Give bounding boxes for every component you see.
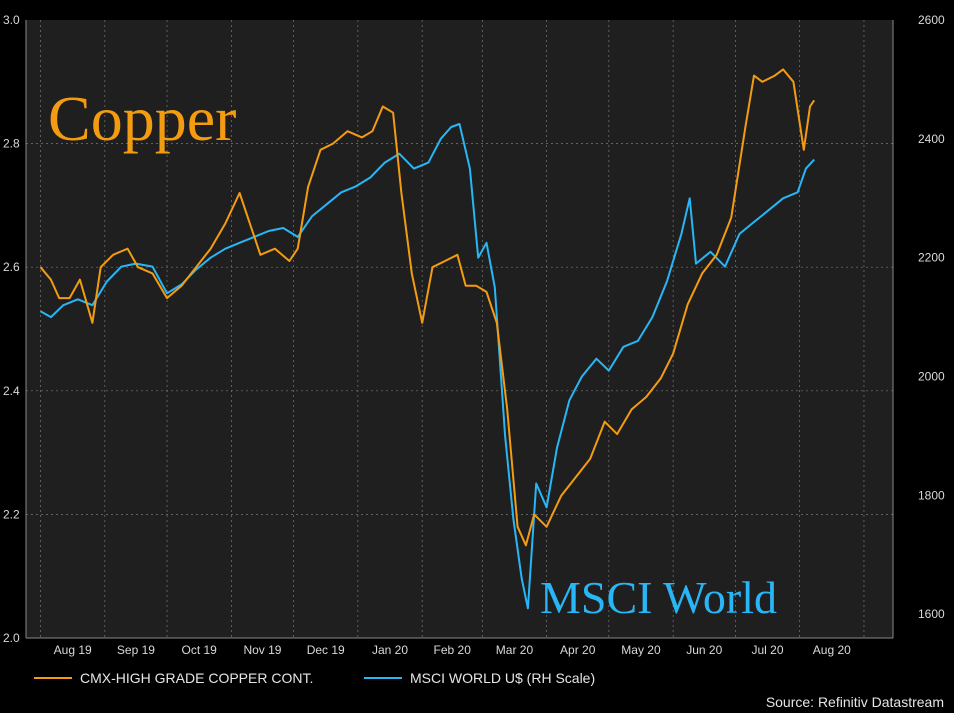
left-tick-label: 2.0	[3, 631, 20, 645]
x-tick-label: Jan 20	[372, 643, 408, 657]
x-tick-label: Jun 20	[686, 643, 722, 657]
msci-world-annotation: MSCI World	[540, 572, 777, 623]
x-tick-label: Aug 19	[54, 643, 92, 657]
right-tick-label: 2400	[918, 132, 945, 146]
right-tick-label: 1600	[918, 607, 945, 621]
right-tick-label: 2600	[918, 13, 945, 27]
right-tick-label: 2200	[918, 251, 945, 265]
x-tick-label: Sep 19	[117, 643, 155, 657]
left-tick-label: 2.6	[3, 260, 20, 274]
left-y-axis: 2.0 2.2 2.4 2.6 2.8 3.0	[3, 13, 20, 645]
left-tick-label: 2.4	[3, 384, 20, 398]
x-tick-label: May 20	[621, 643, 661, 657]
copper-series-line	[39, 68, 816, 547]
right-y-axis: 1600 1800 2000 2200 2400 2600	[918, 13, 945, 621]
x-tick-label: Jul 20	[751, 643, 783, 657]
legend: CMX-HIGH GRADE COPPER CONT. MSCI WORLD U…	[34, 670, 595, 686]
legend-label-world: MSCI WORLD U$ (RH Scale)	[410, 670, 595, 686]
right-tick-label: 2000	[918, 370, 945, 384]
x-tick-label: Oct 19	[182, 643, 218, 657]
x-tick-label: Mar 20	[496, 643, 534, 657]
legend-label-copper: CMX-HIGH GRADE COPPER CONT.	[80, 670, 313, 686]
grid-lines	[25, 20, 894, 639]
x-tick-label: Aug 20	[813, 643, 851, 657]
series-lines	[39, 68, 816, 610]
x-tick-label: Apr 20	[560, 643, 596, 657]
x-tick-label: Feb 20	[434, 643, 472, 657]
left-tick-label: 3.0	[3, 13, 20, 27]
source-note: Source: Refinitiv Datastream	[766, 694, 944, 710]
x-tick-label: Nov 19	[243, 643, 281, 657]
x-axis: Aug 19 Sep 19 Oct 19 Nov 19 Dec 19 Jan 20 Feb …	[54, 643, 852, 657]
left-tick-label: 2.8	[3, 137, 20, 151]
right-tick-label: 1800	[918, 488, 945, 502]
left-tick-label: 2.2	[3, 507, 20, 521]
x-tick-label: Dec 19	[307, 643, 345, 657]
copper-annotation: Copper	[48, 83, 236, 154]
